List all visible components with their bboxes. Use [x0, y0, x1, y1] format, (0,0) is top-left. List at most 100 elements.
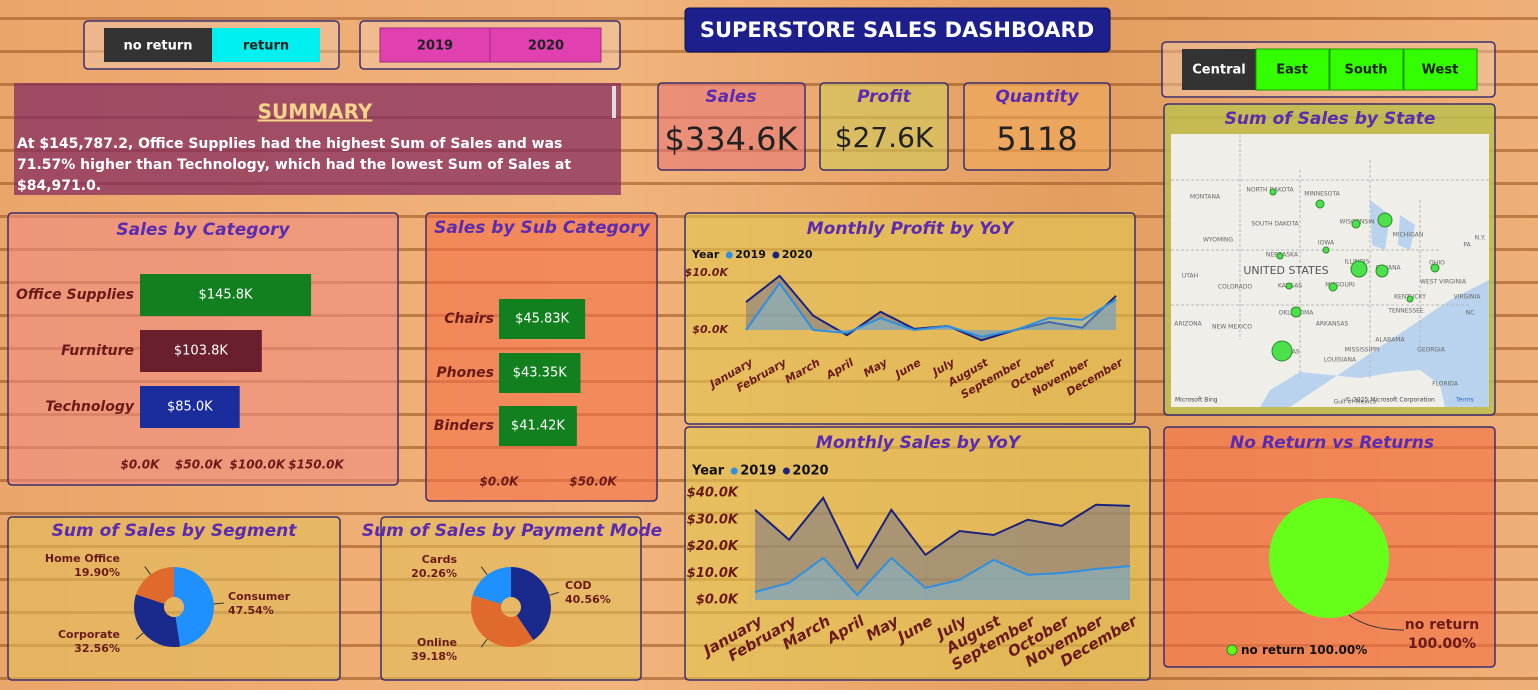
- slice-value: 47.54%: [228, 604, 274, 617]
- slicer-button[interactable]: [212, 28, 320, 62]
- dashboard-title: SUPERSTORE SALES DASHBOARD: [700, 18, 1094, 42]
- category-label: Chairs: [444, 311, 494, 327]
- slice-value: 39.18%: [411, 650, 457, 663]
- slicer-button[interactable]: [489, 27, 602, 63]
- category-label: Technology: [45, 399, 135, 415]
- x-tick-label: $0.0K: [121, 458, 162, 472]
- header-bar: [684, 7, 1111, 53]
- legend-swatch: [1226, 644, 1238, 656]
- slicer-button[interactable]: [104, 28, 212, 62]
- map-water: [1260, 280, 1489, 407]
- legend-swatch: [725, 251, 733, 259]
- y-tick-label: $10.0K: [687, 566, 739, 581]
- map-label: TENNESSEE: [1387, 308, 1424, 315]
- slicer-button[interactable]: [1255, 48, 1330, 91]
- slicer-label[interactable]: 2019: [417, 39, 453, 54]
- y-tick-label: $0.0K: [692, 323, 729, 336]
- line: [754, 495, 1131, 571]
- pie-slice: [1269, 498, 1389, 618]
- summary-box: [14, 83, 621, 195]
- kpi-label: Profit: [857, 87, 911, 107]
- slice-label: COD: [565, 579, 592, 592]
- chart-title: Sales by Sub Category: [434, 218, 650, 238]
- map-label: IOWA: [1318, 240, 1335, 247]
- y-tick-label: $0.0K: [696, 593, 739, 608]
- map-credit: Microsoft Bing: [1175, 397, 1218, 404]
- map-lakes: [1370, 200, 1415, 250]
- map-label: ARIZONA: [1174, 321, 1202, 328]
- chart-title: Monthly Profit by YoY: [807, 219, 1015, 239]
- slicer-label[interactable]: no return: [123, 39, 192, 54]
- slice-label: Corporate: [58, 628, 120, 641]
- legend-swatch: [772, 251, 780, 259]
- chart-title: Sales by Category: [116, 220, 290, 240]
- slicer-button[interactable]: [1329, 48, 1404, 91]
- legend-label: 2019: [735, 248, 766, 261]
- slice-value: 100.00%: [1408, 636, 1476, 652]
- map-label: COLORADO: [1218, 284, 1252, 291]
- map-label: WYOMING: [1203, 237, 1233, 244]
- slice-value: 20.26%: [411, 567, 457, 580]
- kpi-value: 5118: [996, 120, 1077, 158]
- summary-title: SUMMARY: [258, 100, 373, 124]
- category-label: Office Supplies: [16, 287, 134, 303]
- kpi-label: Sales: [705, 87, 756, 107]
- map-label: FLORIDA: [1432, 381, 1459, 388]
- chart-title: Monthly Sales by YoY: [816, 433, 1022, 453]
- area: [755, 558, 1130, 600]
- map-credit: © 2025 Microsoft Corporation: [1345, 397, 1435, 404]
- slicer-label[interactable]: 2020: [528, 39, 564, 54]
- slicer-label[interactable]: West: [1422, 63, 1459, 78]
- kpi-card: [657, 82, 806, 171]
- map-label: Gulf of Mexico: [1334, 399, 1377, 406]
- map-label: MISSISSIPPI: [1345, 347, 1380, 354]
- slicer-label[interactable]: return: [243, 39, 289, 54]
- slicer-button[interactable]: [1403, 48, 1478, 91]
- map-label: GEORGIA: [1417, 347, 1446, 354]
- legend-label: no return 100.00%: [1241, 643, 1367, 657]
- line: [754, 556, 1131, 597]
- data-label: $85.0K: [167, 400, 213, 415]
- slice-label: Cards: [422, 553, 458, 566]
- summary-text: At $145,787.2, Office Supplies had the h…: [17, 136, 572, 194]
- bar: [140, 386, 240, 428]
- legend-name: no return: [1241, 643, 1305, 657]
- pie-slice: [136, 567, 174, 604]
- pie-slice: [174, 567, 214, 647]
- pie-slice: [472, 567, 511, 605]
- map-label: ALABAMA: [1375, 337, 1405, 344]
- x-tick-label: $50.0K: [175, 458, 224, 472]
- x-tick-label: $150.0K: [288, 458, 345, 472]
- leader-line: [1348, 614, 1405, 631]
- category-label: Furniture: [61, 343, 134, 359]
- panel: [7, 516, 341, 681]
- slicer-label[interactable]: South: [1344, 63, 1387, 78]
- chart-title-box: Sales by Sub Category: [434, 218, 650, 238]
- pie-slice: [134, 594, 181, 647]
- legend-swatch: [730, 467, 738, 475]
- y-tick-label: $20.0K: [687, 539, 739, 554]
- leader-line: [549, 591, 559, 596]
- map-label: WEST VIRGINIA: [1420, 279, 1467, 286]
- slicer-label[interactable]: East: [1276, 63, 1308, 78]
- map-label: OHIO: [1429, 260, 1445, 267]
- panel: [380, 516, 642, 681]
- map-label: ARKANSAS: [1316, 321, 1349, 328]
- chart-title: No Return vs Returns: [1230, 433, 1434, 453]
- legend-swatch: [782, 467, 790, 475]
- map-label: NEW MEXICO: [1212, 324, 1252, 331]
- scrollbar[interactable]: [612, 86, 616, 118]
- map-title: Sum of Sales by State: [1225, 109, 1436, 129]
- leader-line: [135, 632, 144, 640]
- leader-line: [480, 638, 488, 648]
- bar: [499, 406, 577, 446]
- slicer-button[interactable]: [379, 27, 491, 63]
- x-tick-label: $0.0K: [480, 475, 521, 489]
- pie-slice: [511, 567, 552, 641]
- map-borders: [1171, 134, 1489, 380]
- slicer-button[interactable]: [1182, 49, 1256, 90]
- slicer-label[interactable]: Central: [1192, 63, 1245, 78]
- bar: [499, 353, 581, 393]
- data-label: $43.35K: [513, 366, 567, 381]
